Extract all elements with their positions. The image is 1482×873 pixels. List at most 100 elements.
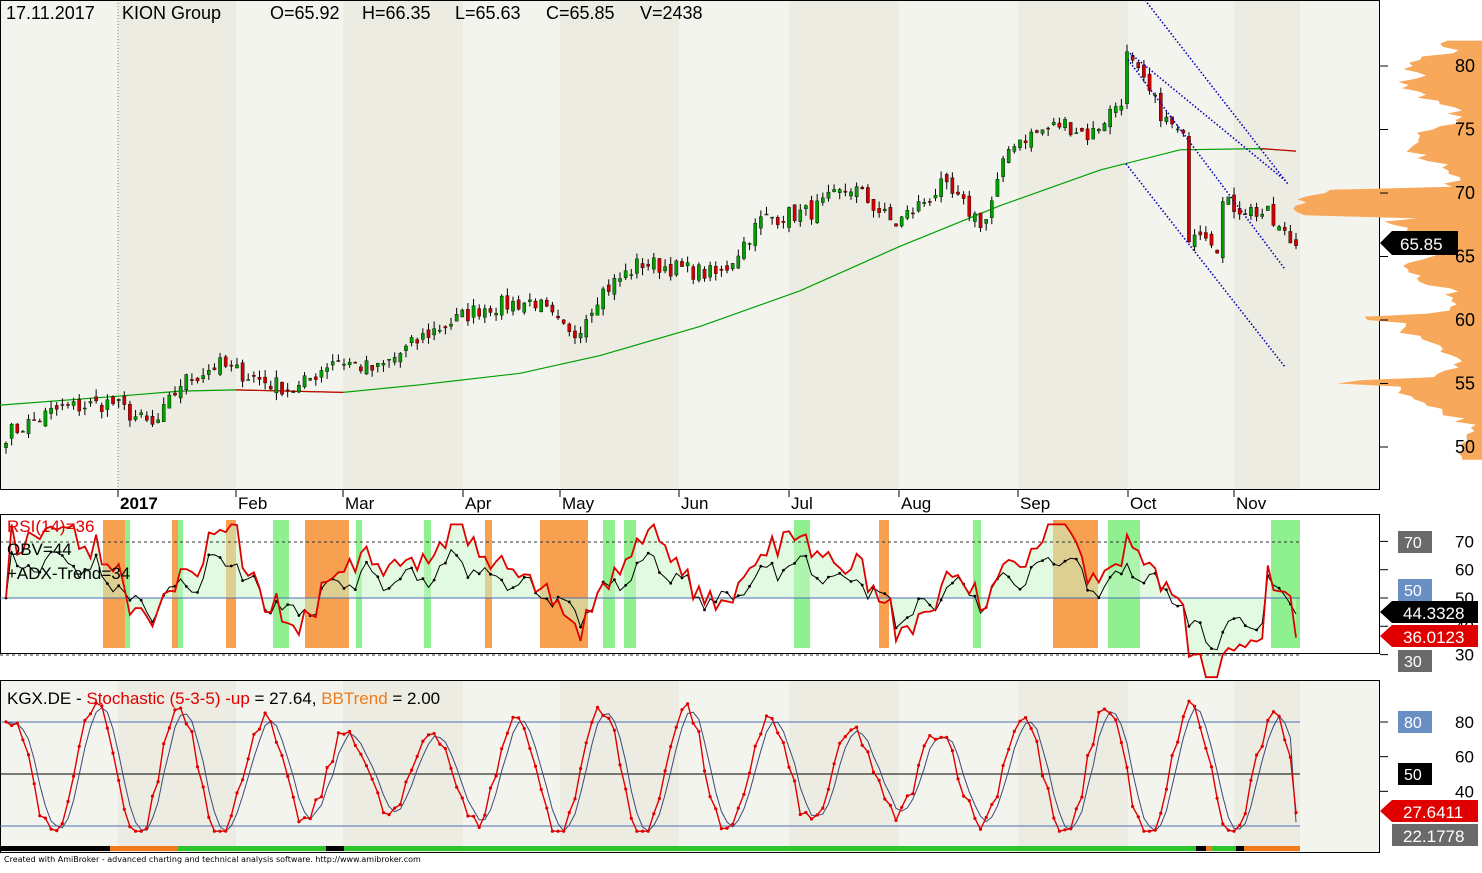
stoch-k-point <box>111 751 115 755</box>
candle-down <box>195 377 200 382</box>
candle-down <box>477 308 481 317</box>
stoch-k-point <box>590 720 594 724</box>
stoch-k-point <box>224 829 228 833</box>
candle-up <box>1220 201 1225 259</box>
trend-bar-segment <box>1212 846 1236 851</box>
candle-up <box>4 442 8 448</box>
stoch-k-point <box>128 825 132 829</box>
stoch-k-point <box>719 827 724 831</box>
obv-point <box>714 600 718 604</box>
obv-point <box>782 568 785 572</box>
stoch-k-point <box>990 802 994 807</box>
stoch-k-point <box>404 780 408 784</box>
stoch-k-point <box>455 785 459 789</box>
bbtrend-value: = 2.00 <box>388 689 440 708</box>
stoch-k-point <box>1221 822 1225 826</box>
candle-down <box>1080 128 1084 132</box>
stoch-k-point <box>303 816 307 820</box>
stoch-tick-label: 80 <box>1455 713 1474 732</box>
obv-point <box>218 556 222 559</box>
candle-down <box>1288 231 1293 244</box>
candle-up <box>882 208 887 211</box>
stoch-k-point <box>663 769 667 773</box>
moving-average-down-segment <box>235 389 344 393</box>
stoch-k-point <box>4 720 8 724</box>
candle-up <box>454 314 459 322</box>
candle-down <box>1198 231 1203 236</box>
stoch-k-point <box>1024 716 1028 720</box>
obv-point <box>286 603 290 606</box>
candle-down <box>702 268 707 279</box>
candle-up <box>612 278 617 295</box>
price-pane: 50 55 60 65 70 75 80 2017 Feb Mar Apr May Jun Jul Aug… <box>0 0 1482 513</box>
trend-bar-segment <box>1244 846 1300 851</box>
obv-point <box>1063 559 1067 563</box>
candle-down <box>544 299 549 307</box>
candle-up <box>804 205 808 209</box>
stoch-k-point <box>1232 829 1236 833</box>
stoch-k-point <box>917 763 921 767</box>
candle-up <box>218 357 222 375</box>
obv-point <box>567 600 571 604</box>
footer-credit: Created with AmiBroker - advanced charti… <box>4 855 421 864</box>
stoch-k-point <box>184 722 188 726</box>
price-tick-label: 65 <box>1455 247 1475 267</box>
obv-point <box>736 594 740 597</box>
candle-up <box>83 407 87 410</box>
stoch-k-point <box>449 766 453 771</box>
price-pane-border <box>0 0 1380 490</box>
candle-up <box>1125 51 1129 104</box>
candle-down <box>657 258 662 273</box>
stoch-k-point <box>584 741 588 745</box>
stoch-k-point <box>364 764 369 768</box>
candle-down <box>1170 116 1174 125</box>
stoch-k-point <box>60 821 64 826</box>
candle-down <box>646 264 650 267</box>
stoch-k-point <box>1108 711 1112 716</box>
stoch-k-point <box>612 728 617 732</box>
candle-down <box>668 264 673 277</box>
stoch-k-point <box>505 731 509 735</box>
stoch-d-badge: 22.1778 <box>1392 824 1478 846</box>
stoch-k-point <box>229 814 233 818</box>
stoch-k-point <box>257 727 262 731</box>
candle-down <box>516 299 521 310</box>
stoch-k-point <box>15 721 19 725</box>
obv-point <box>1221 630 1225 634</box>
price-tick-label: 50 <box>1455 437 1475 457</box>
candle-down <box>252 375 256 377</box>
candle-down <box>314 376 318 380</box>
obv-point <box>27 564 30 567</box>
candle-up <box>759 216 763 229</box>
candle-up <box>471 305 476 318</box>
stoch-k-point <box>826 787 831 791</box>
obv-point <box>207 553 211 557</box>
stoch-k-point <box>88 712 93 716</box>
last-price-text: 65.85 <box>1400 235 1443 254</box>
candle-down <box>719 268 724 271</box>
candle-down <box>967 195 972 217</box>
obv-point <box>725 591 729 594</box>
candle-up <box>601 288 605 310</box>
stoch-k-point <box>635 829 639 833</box>
stoch-k-point <box>325 765 329 770</box>
stoch-k-point <box>1119 741 1123 745</box>
stoch-level-80-badge <box>1398 711 1432 733</box>
stoch-k-point <box>1074 807 1078 811</box>
month-label: Oct <box>1130 494 1157 513</box>
rsi-tick-label: 60 <box>1455 561 1474 580</box>
month-label: Aug <box>901 494 931 513</box>
stoch-k-point <box>66 799 70 804</box>
stoch-k-point <box>567 810 571 815</box>
rsi-level-30-badge <box>1398 650 1432 672</box>
stoch-k-point <box>624 787 628 791</box>
stoch-k-point <box>973 816 977 821</box>
obv-point <box>128 598 132 602</box>
stoch-k-point <box>291 795 295 799</box>
candle-down <box>1023 140 1028 144</box>
candle-down <box>956 191 960 195</box>
candle-up <box>398 353 403 363</box>
obv-point <box>827 575 830 579</box>
stoch-k-point <box>1080 795 1084 799</box>
